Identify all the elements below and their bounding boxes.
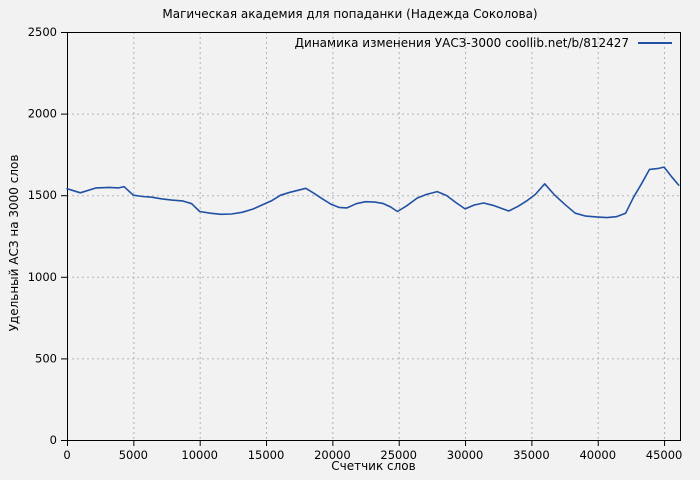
tick-label-y: 2500 xyxy=(28,25,57,39)
tick-label-x: 0 xyxy=(63,448,70,462)
tick-label-y: 500 xyxy=(35,351,57,365)
tick-label-x: 35000 xyxy=(513,448,550,462)
tick-label-x: 10000 xyxy=(181,448,218,462)
tick-label-y: 0 xyxy=(50,433,57,447)
tick-label-x: 30000 xyxy=(447,448,484,462)
tick-label-x: 25000 xyxy=(380,448,417,462)
chart-title: Магическая академия для попаданки (Надеж… xyxy=(162,7,538,21)
legend-label: Динамика изменения УАСЗ-3000 coollib.net… xyxy=(294,36,629,50)
tick-label-x: 45000 xyxy=(646,448,683,462)
x-axis-title: Счетчик слов xyxy=(331,459,416,473)
tick-label-y: 1500 xyxy=(28,188,57,202)
plot-border xyxy=(67,32,681,441)
tick-label-y: 1000 xyxy=(28,270,57,284)
legend-line-sample xyxy=(638,42,672,44)
legend: Динамика изменения УАСЗ-3000 coollib.net… xyxy=(295,36,672,50)
tick-label-x: 15000 xyxy=(248,448,285,462)
tick-label-y: 2000 xyxy=(28,107,57,121)
tick-label-x: 20000 xyxy=(314,448,351,462)
tick-label-x: 5000 xyxy=(119,448,148,462)
y-axis-title: Удельный АСЗ на 3000 слов xyxy=(7,154,21,332)
tick-label-x: 40000 xyxy=(579,448,616,462)
series-line xyxy=(66,166,680,219)
